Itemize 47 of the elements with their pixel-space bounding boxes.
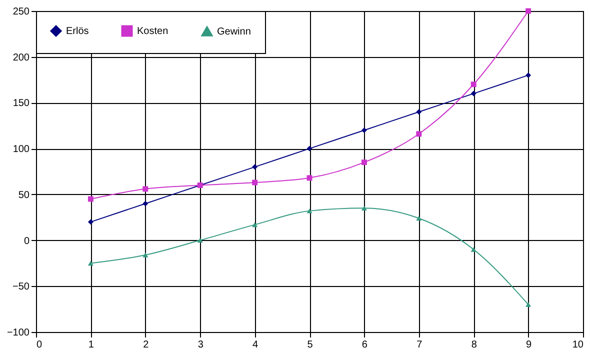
point [306,175,312,181]
y-tick-label: 100 [12,144,30,156]
legend-label: Erlös [66,26,89,37]
point [306,208,312,214]
point [361,127,367,133]
y-tick-label: 0 [24,236,30,247]
x-tick-label: 3 [198,340,204,350]
x-tick-label: 7 [416,340,423,350]
x-tick-label: 4 [252,340,259,350]
point [361,160,367,166]
point [526,72,532,78]
point [470,90,476,96]
x-tick-label: 0 [36,340,42,350]
y-tick-label: 150 [12,98,30,110]
y-tick-label: 250 [12,6,30,18]
point [416,216,422,221]
point [142,252,148,258]
x-tick-label: 10 [572,340,584,350]
point [252,222,258,228]
point [416,109,422,115]
point [306,146,312,152]
point [470,82,476,88]
legend-label: Gewinn [217,26,251,38]
point [252,164,258,170]
point [416,131,422,137]
y-tick-label: −100 [6,328,30,338]
point [526,8,532,14]
x-tick-label: 8 [471,340,478,350]
x-tick-label: 1 [88,340,94,350]
x-tick-label: 2 [143,340,150,350]
point [142,186,148,192]
point [361,206,367,211]
legend-label: Kosten [137,26,168,37]
x-tick-label: 9 [526,340,532,350]
y-tick-label: −50 [12,282,30,293]
point [88,219,94,225]
point [526,302,532,307]
point [88,260,94,266]
x-tick-label: 5 [307,340,314,350]
y-tick-label: 50 [18,190,30,201]
point [197,238,203,243]
point [88,196,94,202]
x-tick-label: 6 [362,340,368,350]
y-tick-label: 200 [12,52,30,64]
point [142,200,148,206]
point [252,180,258,186]
point [470,247,476,252]
